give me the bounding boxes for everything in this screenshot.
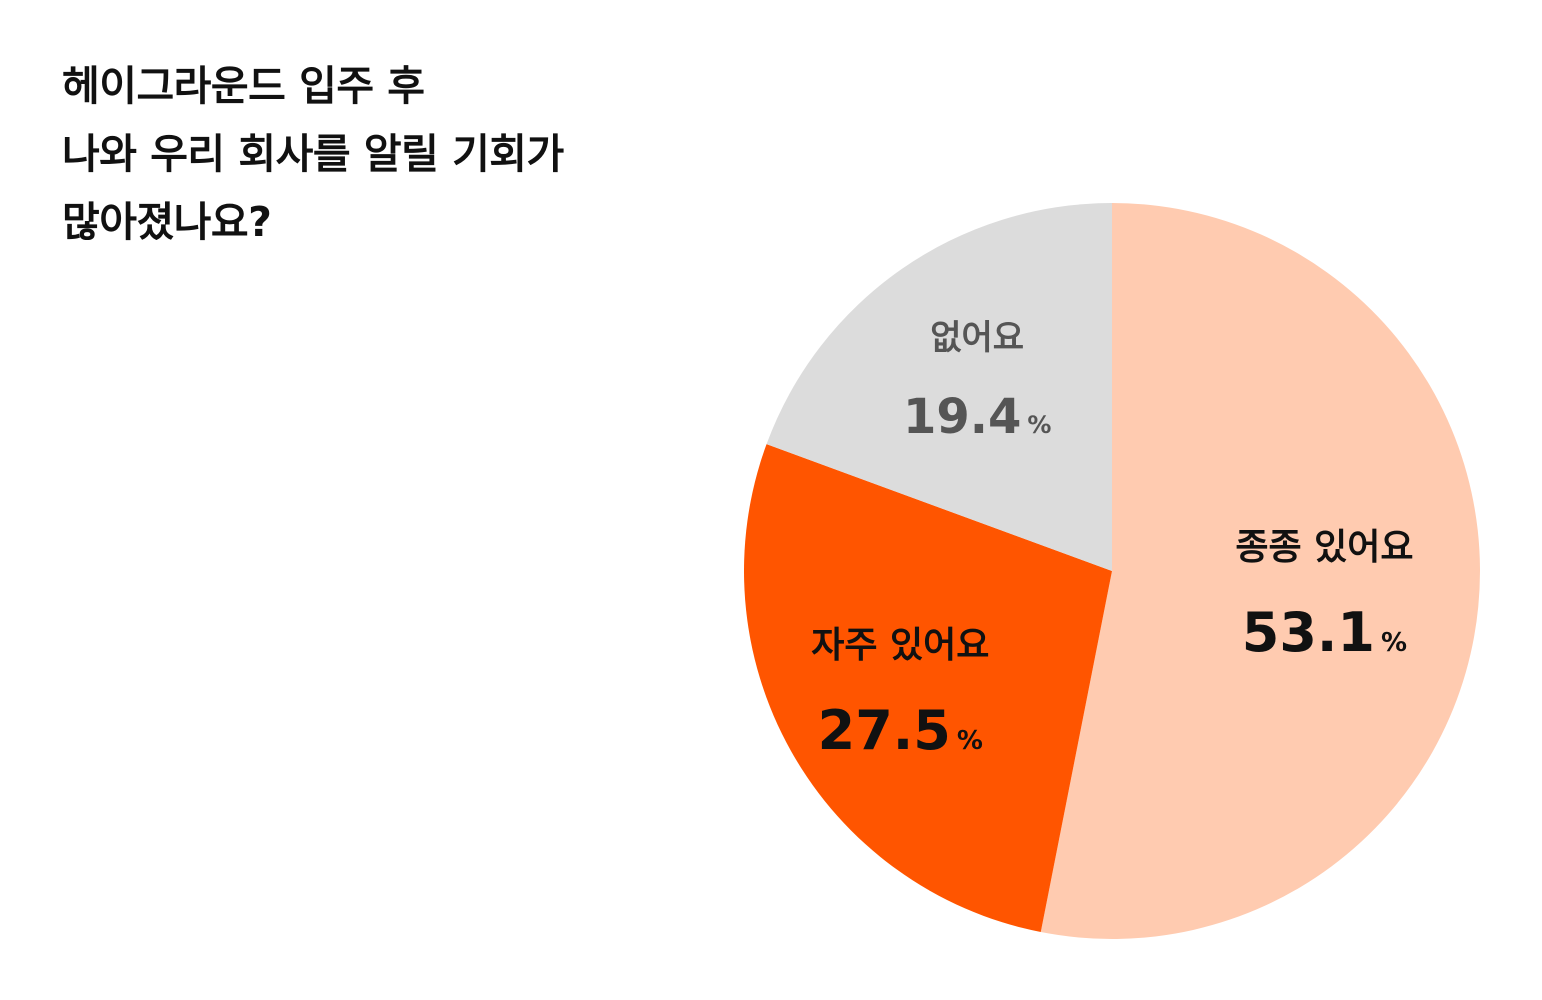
title-line-1: 헤이그라운드 입주 후	[62, 62, 425, 110]
pie-slice-1	[1040, 203, 1480, 939]
title-line-2: 나와 우리 회사를 알릴 기회가	[62, 130, 564, 178]
slice-value-3: 19.4%	[903, 389, 1051, 445]
slice-value-number-1: 53.1	[1242, 601, 1375, 664]
slice-value-1: 53.1%	[1242, 601, 1407, 664]
slice-value-unit-3: %	[1027, 411, 1051, 439]
pie-slices	[743, 203, 1480, 939]
pie-slice-3	[766, 203, 1112, 571]
chart-title: 헤이그라운드 입주 후 나와 우리 회사를 알릴 기회가 많아졌나요?	[62, 52, 762, 256]
slice-value-unit-1: %	[1381, 628, 1407, 658]
slice-value-number-2: 27.5	[818, 699, 951, 762]
pie-labels: 종종 있어요 53.1 % 자주 있어요 27.5 % 없어요 19.4%	[811, 318, 1413, 762]
slice-label-1: 종종 있어요	[1235, 527, 1413, 568]
slice-label-2: 자주 있어요	[811, 625, 989, 666]
slice-value-number-3: 19.4	[903, 389, 1021, 445]
pie-slice-2	[743, 444, 1112, 933]
slice-value-2: 27.5%	[818, 699, 983, 762]
title-line-3: 많아졌나요?	[62, 198, 272, 246]
slice-value-unit-2: %	[957, 726, 983, 756]
slice-label-3: 없어요	[930, 318, 1024, 358]
